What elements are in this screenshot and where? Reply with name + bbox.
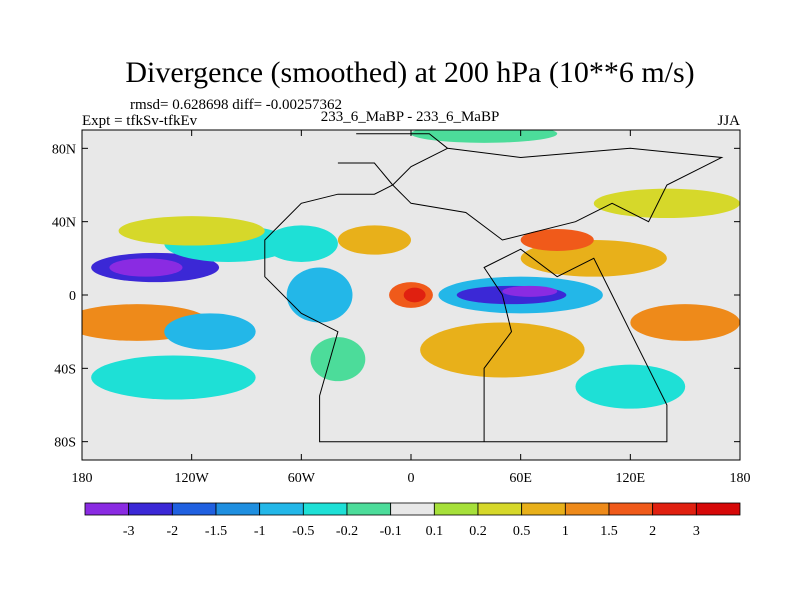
- field-region: [403, 287, 426, 303]
- field-region: [630, 304, 740, 341]
- field-region: [118, 216, 265, 246]
- colorbar-swatch: [652, 502, 697, 516]
- y-tick-label: 80S: [54, 436, 76, 451]
- colorbar-swatch: [521, 502, 566, 516]
- colorbar-label: -1: [254, 524, 266, 539]
- colorbar-swatch: [259, 502, 304, 516]
- y-tick-label: 40N: [52, 216, 76, 231]
- colorbar-swatch: [84, 502, 130, 516]
- field-region: [264, 225, 338, 262]
- continent-outline: [356, 133, 724, 241]
- stats-line: rmsd= 0.628698 diff= -0.00257362: [130, 97, 342, 113]
- field-region: [164, 313, 256, 350]
- x-tick-label: 180: [72, 471, 93, 486]
- colorbar-label: -2: [166, 524, 178, 539]
- field-region: [575, 364, 686, 409]
- field-region: [411, 130, 558, 143]
- field-region: [286, 267, 353, 323]
- colorbar-swatch: [608, 502, 654, 516]
- colorbar-label: -0.1: [380, 524, 402, 539]
- colorbar-label: -1.5: [205, 524, 227, 539]
- field-region: [420, 322, 585, 378]
- field-region: [502, 285, 558, 297]
- colorbar-swatch: [390, 502, 435, 516]
- field-region: [310, 337, 366, 382]
- colorbar-label: -0.2: [336, 524, 358, 539]
- continent-outline: [264, 162, 668, 443]
- y-tick-label: 80N: [52, 142, 76, 157]
- field-region: [593, 188, 740, 218]
- colorbar-label: 0.2: [469, 524, 487, 539]
- colorbar-label: 1.5: [600, 524, 618, 539]
- experiment-label: Expt = tfkSv-tfkEv: [82, 113, 198, 129]
- x-tick-label: 0: [408, 471, 415, 486]
- x-tick-label: 120E: [616, 471, 646, 486]
- colorbar-swatch: [433, 502, 479, 516]
- field-region: [337, 225, 412, 255]
- x-tick-label: 60W: [288, 471, 316, 486]
- colorbar-label: 0.5: [513, 524, 531, 539]
- colorbar-swatch: [171, 502, 217, 516]
- field-region: [520, 229, 594, 251]
- case-label: 233_6_MaBP - 233_6_MaBP: [321, 109, 500, 125]
- x-tick-label: 180: [730, 471, 751, 486]
- x-tick-label: 60E: [509, 471, 532, 486]
- colorbar-swatch: [346, 502, 392, 516]
- colorbar-label: 0.1: [426, 524, 444, 539]
- chart-title: Divergence (smoothed) at 200 hPa (10**6 …: [125, 56, 694, 89]
- colorbar-swatch: [302, 502, 348, 516]
- colorbar-swatch: [128, 502, 173, 516]
- colorbar-label: 3: [693, 524, 700, 539]
- y-tick-label: 0: [69, 289, 76, 304]
- x-tick-label: 120W: [175, 471, 210, 486]
- colorbar-label: -0.5: [292, 524, 314, 539]
- colorbar-label: 2: [649, 524, 656, 539]
- colorbar-swatch: [695, 502, 741, 516]
- colorbar-label: -3: [123, 524, 135, 539]
- colorbar-label: 1: [562, 524, 569, 539]
- colorbar-swatch: [564, 502, 610, 516]
- field-region: [109, 258, 183, 277]
- colorbar-swatch: [477, 502, 523, 516]
- field-region: [91, 355, 256, 400]
- y-tick-label: 40S: [54, 362, 76, 377]
- colorbar-swatch: [215, 502, 261, 516]
- season-label: JJA: [717, 113, 740, 129]
